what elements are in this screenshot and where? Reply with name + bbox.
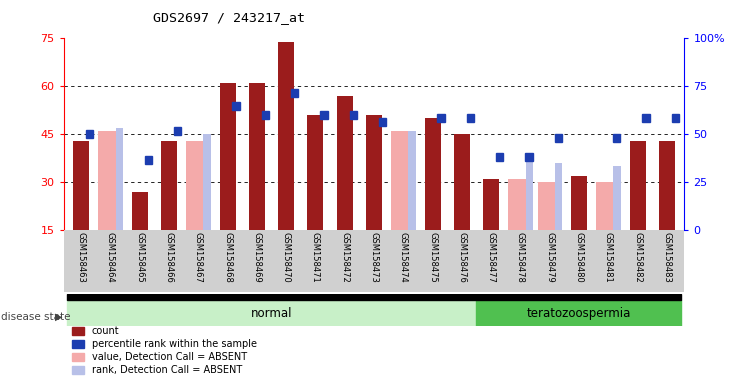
- Text: teratozoospermia: teratozoospermia: [527, 307, 631, 320]
- Text: disease state: disease state: [1, 311, 70, 322]
- Bar: [186, 141, 210, 230]
- Bar: [454, 134, 470, 230]
- Bar: [467, 114, 474, 122]
- Text: ▶: ▶: [55, 311, 62, 322]
- Bar: [144, 156, 152, 164]
- Bar: [672, 114, 679, 122]
- Bar: [233, 102, 239, 109]
- Bar: [203, 134, 211, 230]
- Bar: [613, 134, 620, 142]
- Text: GDS2697 / 243217_at: GDS2697 / 243217_at: [153, 12, 305, 25]
- Bar: [67, 294, 681, 300]
- Text: GSM158479: GSM158479: [545, 232, 554, 282]
- Text: GSM158463: GSM158463: [76, 232, 86, 283]
- Bar: [613, 166, 621, 230]
- Text: GSM158473: GSM158473: [370, 232, 378, 283]
- Bar: [525, 153, 533, 161]
- Text: GSM158472: GSM158472: [340, 232, 349, 282]
- Bar: [554, 134, 562, 142]
- Bar: [320, 111, 328, 119]
- Text: GSM158466: GSM158466: [165, 232, 174, 283]
- Bar: [408, 131, 416, 230]
- Bar: [132, 192, 148, 230]
- Bar: [438, 114, 445, 122]
- Text: GSM158471: GSM158471: [311, 232, 320, 282]
- Bar: [278, 41, 294, 230]
- Legend: count, percentile rank within the sample, value, Detection Call = ABSENT, rank, : count, percentile rank within the sample…: [68, 323, 260, 379]
- Bar: [496, 153, 503, 161]
- Text: GSM158482: GSM158482: [633, 232, 642, 282]
- Bar: [262, 111, 269, 119]
- Bar: [476, 300, 681, 326]
- Bar: [291, 89, 298, 97]
- Bar: [86, 131, 94, 138]
- Text: GSM158483: GSM158483: [662, 232, 672, 283]
- Text: GSM158469: GSM158469: [252, 232, 261, 282]
- Bar: [116, 128, 123, 230]
- Text: GSM158475: GSM158475: [428, 232, 437, 282]
- Bar: [98, 131, 123, 230]
- Text: GSM158470: GSM158470: [282, 232, 291, 282]
- Bar: [174, 127, 181, 135]
- Bar: [509, 179, 533, 230]
- Text: GSM158474: GSM158474: [399, 232, 408, 282]
- Text: GSM158478: GSM158478: [516, 232, 525, 283]
- Text: GSM158477: GSM158477: [487, 232, 496, 283]
- Bar: [378, 118, 386, 126]
- Bar: [538, 182, 562, 230]
- Bar: [307, 115, 323, 230]
- Bar: [526, 154, 533, 230]
- Text: normal: normal: [251, 307, 292, 320]
- Text: GSM158476: GSM158476: [457, 232, 466, 283]
- Bar: [161, 141, 177, 230]
- Text: GSM158468: GSM158468: [223, 232, 232, 283]
- Bar: [643, 114, 650, 122]
- Text: GSM158481: GSM158481: [604, 232, 613, 282]
- Bar: [630, 141, 646, 230]
- Text: GSM158467: GSM158467: [194, 232, 203, 283]
- Bar: [349, 111, 357, 119]
- Text: GSM158480: GSM158480: [574, 232, 583, 282]
- Text: GSM158464: GSM158464: [106, 232, 115, 282]
- Bar: [67, 300, 476, 326]
- Bar: [555, 163, 562, 230]
- Text: GSM158465: GSM158465: [135, 232, 144, 282]
- Bar: [337, 96, 353, 230]
- Bar: [249, 83, 265, 230]
- Bar: [73, 141, 89, 230]
- Bar: [425, 118, 441, 230]
- Bar: [483, 179, 499, 230]
- Bar: [391, 131, 415, 230]
- Bar: [596, 182, 620, 230]
- Bar: [659, 141, 675, 230]
- Bar: [219, 83, 236, 230]
- Bar: [366, 115, 382, 230]
- Bar: [571, 176, 587, 230]
